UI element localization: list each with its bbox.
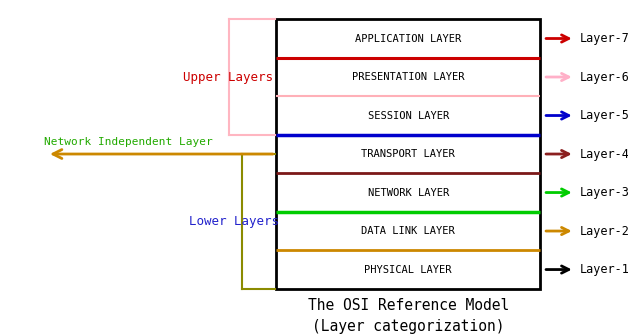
Text: PRESENTATION LAYER: PRESENTATION LAYER bbox=[352, 72, 465, 82]
Text: Layer-6: Layer-6 bbox=[580, 70, 628, 83]
Bar bbox=[276, 19, 540, 289]
Text: Layer-3: Layer-3 bbox=[580, 186, 628, 199]
Text: TRANSPORT LAYER: TRANSPORT LAYER bbox=[361, 149, 455, 159]
Text: Layer-4: Layer-4 bbox=[580, 147, 628, 160]
Text: NETWORK LAYER: NETWORK LAYER bbox=[367, 188, 449, 198]
Text: Network Independent Layer: Network Independent Layer bbox=[44, 137, 213, 147]
Text: Layer-5: Layer-5 bbox=[580, 109, 628, 122]
Text: Layer-2: Layer-2 bbox=[580, 224, 628, 238]
Text: SESSION LAYER: SESSION LAYER bbox=[367, 111, 449, 121]
Text: Layer-7: Layer-7 bbox=[580, 32, 628, 45]
Text: APPLICATION LAYER: APPLICATION LAYER bbox=[355, 34, 462, 44]
Text: Layer-1: Layer-1 bbox=[580, 263, 628, 276]
Text: Lower Layers: Lower Layers bbox=[189, 215, 279, 228]
Text: The OSI Reference Model
(Layer categorization): The OSI Reference Model (Layer categoriz… bbox=[308, 298, 509, 334]
Text: Upper Layers: Upper Layers bbox=[183, 70, 273, 83]
Text: PHYSICAL LAYER: PHYSICAL LAYER bbox=[364, 265, 452, 275]
Text: DATA LINK LAYER: DATA LINK LAYER bbox=[361, 226, 455, 236]
